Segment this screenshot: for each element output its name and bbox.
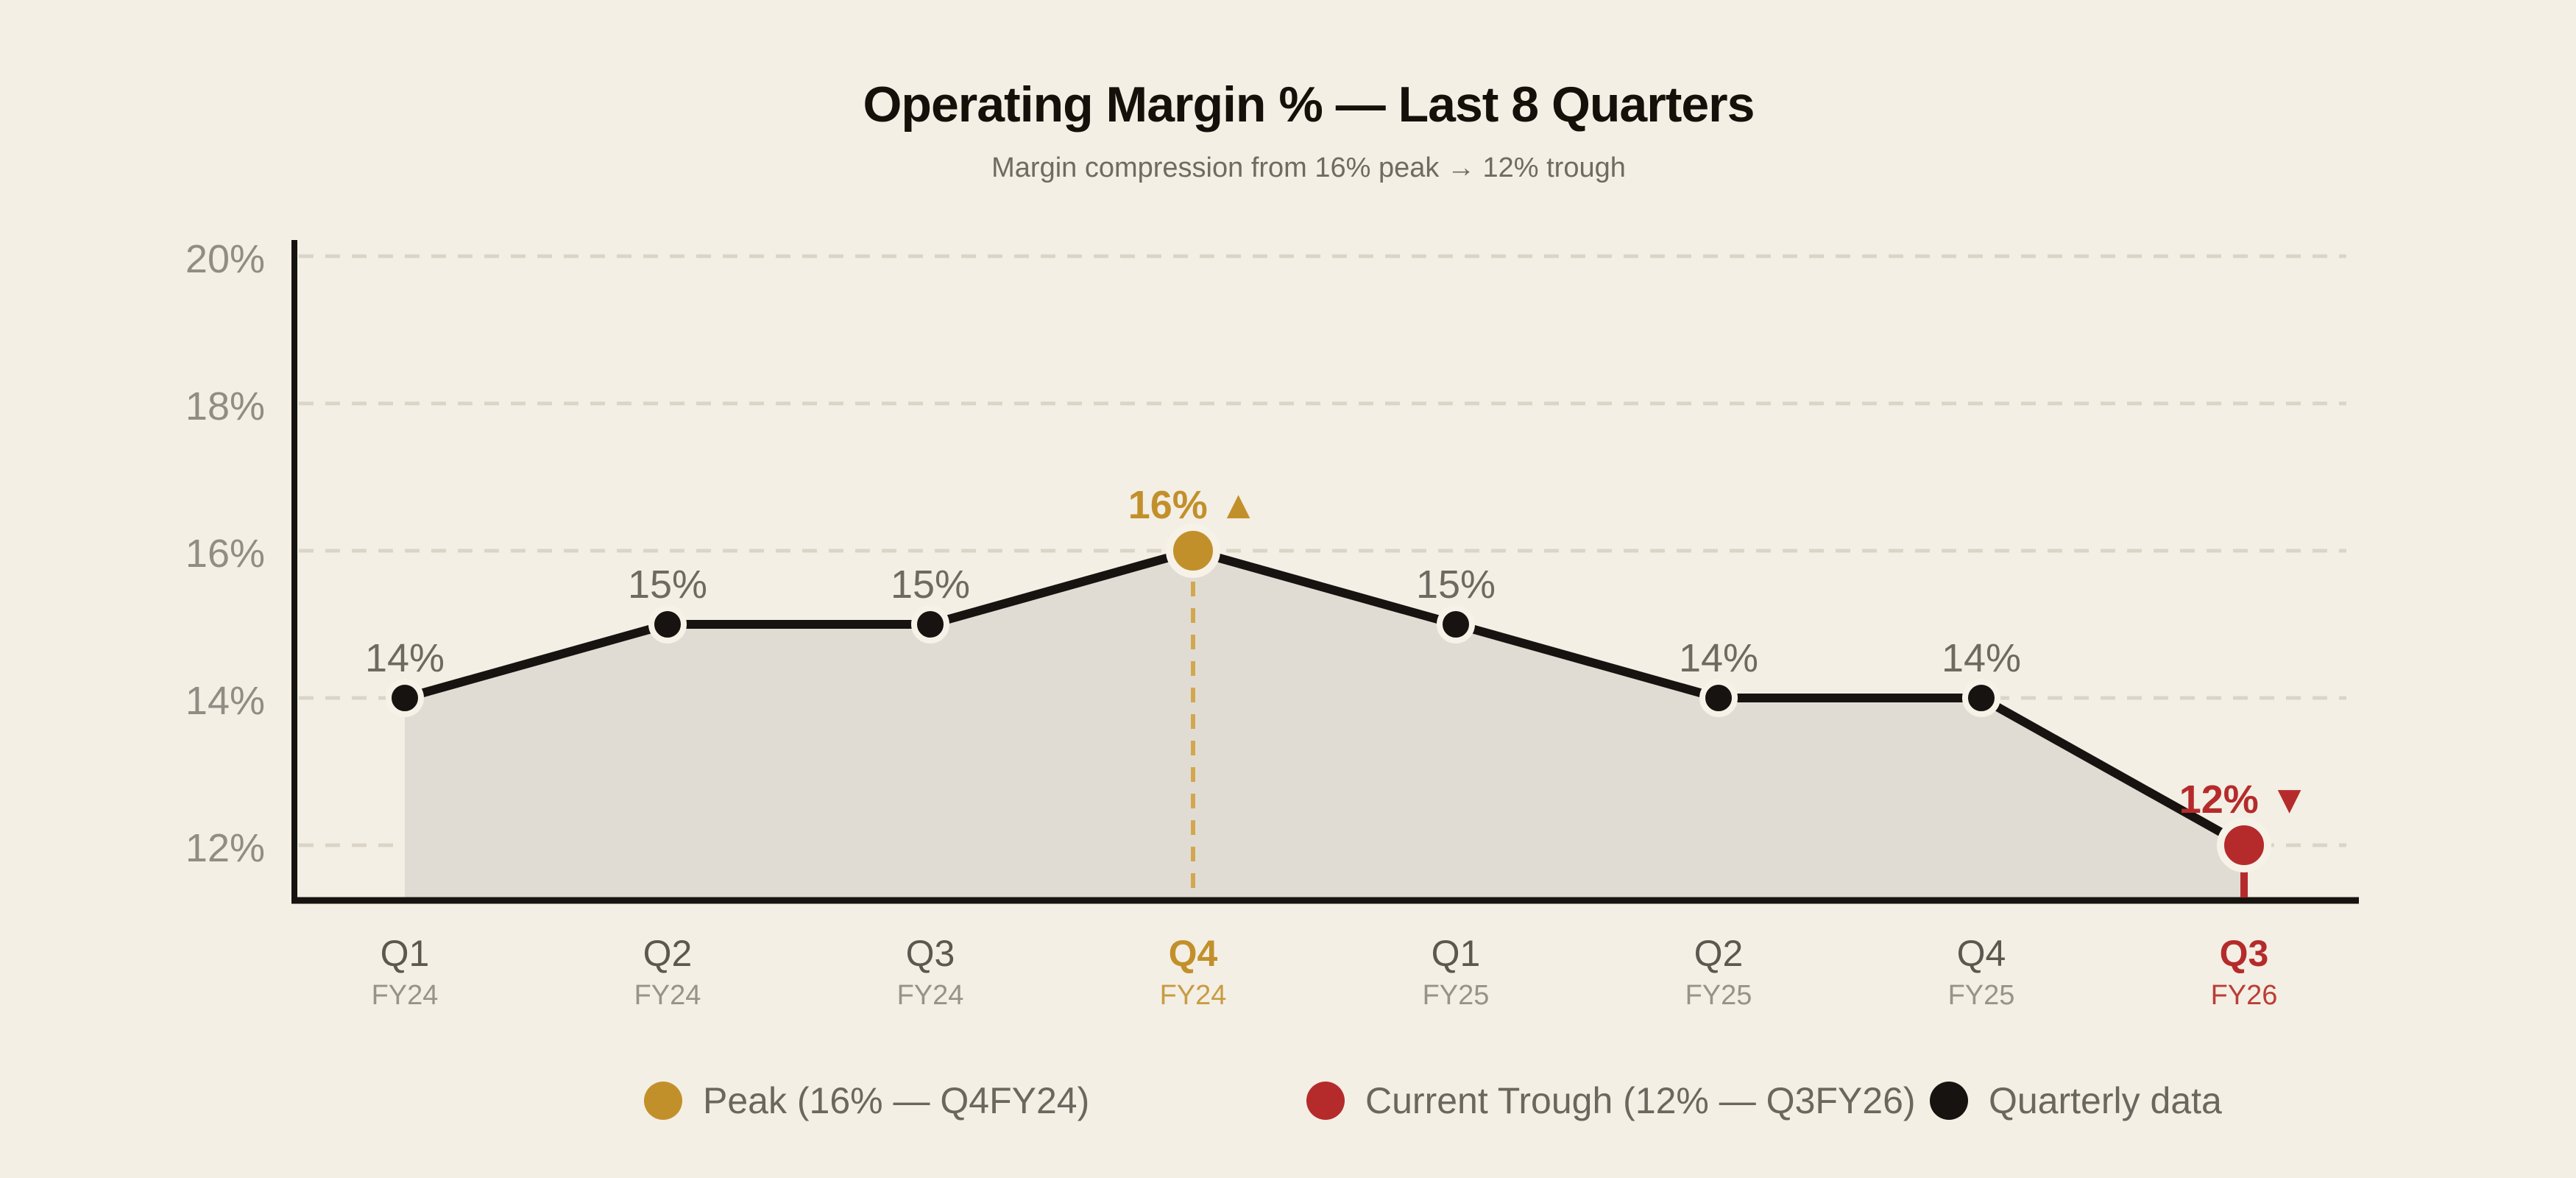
y-tick-label: 14% [185, 679, 265, 723]
x-tick-fy: FY24 [634, 980, 701, 1011]
data-point [911, 605, 949, 643]
x-tick-fy: FY25 [1423, 980, 1490, 1011]
x-tick-fy: FY24 [372, 980, 439, 1011]
y-tick-label: 12% [185, 826, 265, 870]
x-tick-fy: FY24 [897, 980, 964, 1011]
data-point [1699, 679, 1738, 717]
x-tick-quarter: Q4 [1169, 933, 1218, 974]
data-point [386, 679, 424, 717]
peak-point [1166, 523, 1220, 578]
x-tick-fy: FY25 [1948, 980, 2015, 1011]
y-tick-label: 20% [185, 237, 265, 281]
point-value-label: 14% [365, 636, 445, 680]
y-tick-label: 18% [185, 384, 265, 428]
trough-value-label: 12% ▼ [2179, 777, 2310, 822]
point-value-label: 14% [1942, 636, 2021, 680]
x-tick-quarter: Q3 [2220, 933, 2269, 974]
peak-value-label: 16% ▲ [1128, 483, 1259, 527]
x-tick-quarter: Q3 [906, 933, 955, 974]
series-line [400, 546, 2248, 850]
x-tick-quarter: Q2 [643, 933, 693, 974]
x-tick-quarter: Q1 [1432, 933, 1481, 974]
x-tick-quarter: Q1 [381, 933, 430, 974]
data-point [1437, 605, 1475, 643]
point-value-label: 15% [891, 562, 970, 607]
x-tick-quarter: Q2 [1694, 933, 1744, 974]
chart-subtitle: Margin compression from 16% peak → 12% t… [991, 152, 1626, 183]
chart-header: Operating Margin % — Last 8 Quarters Mar… [41, 80, 2576, 186]
point-value-label: 15% [628, 562, 707, 607]
y-tick-label: 16% [185, 532, 265, 576]
point-value-label: 14% [1679, 636, 1758, 680]
area-fill [405, 551, 2244, 900]
x-tick-fy: FY26 [2211, 980, 2278, 1011]
point-value-label: 15% [1416, 562, 1496, 607]
x-tick-fy: FY25 [1685, 980, 1752, 1011]
data-point [648, 605, 687, 643]
trough-point [2217, 818, 2271, 872]
x-tick-quarter: Q4 [1957, 933, 2006, 974]
x-tick-fy: FY24 [1160, 980, 1227, 1011]
chart-title: Operating Margin % — Last 8 Quarters [863, 77, 1755, 133]
data-point [1962, 679, 2000, 717]
